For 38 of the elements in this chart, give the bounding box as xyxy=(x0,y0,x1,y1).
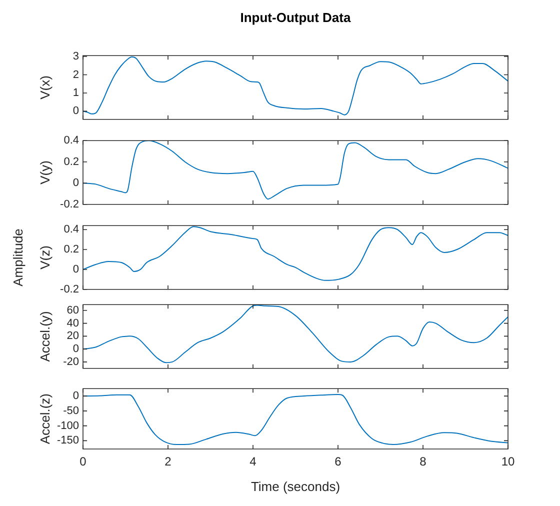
y-tick-label: 2 xyxy=(72,68,79,81)
x-tick-label: 8 xyxy=(420,454,427,469)
y-tick-label: 0.4 xyxy=(64,134,79,147)
x-tick-label: 4 xyxy=(250,454,257,469)
y-axis-title: V(z) xyxy=(37,246,52,270)
x-tick-label: 6 xyxy=(334,454,342,469)
y-tick-label: -0.2 xyxy=(60,198,79,210)
y-tick-label: -0.2 xyxy=(60,283,79,296)
y-tick-label: 1 xyxy=(72,87,79,99)
y-tick-label: -150 xyxy=(56,434,79,447)
y-tick-label: 0.2 xyxy=(64,244,79,256)
y-tick-label: 0 xyxy=(72,390,79,402)
y-axis-title: Accel.(y) xyxy=(37,311,52,362)
line-series xyxy=(83,140,508,200)
y-tick-label: 0 xyxy=(72,343,79,356)
line-series xyxy=(83,304,508,364)
y-tick-label: -50 xyxy=(63,404,79,417)
line-series xyxy=(83,226,508,281)
y-tick-label: 0.4 xyxy=(64,224,79,236)
y-tick-label: -20 xyxy=(63,356,79,368)
x-tick-label: 10 xyxy=(501,454,515,469)
y-tick-label: 0 xyxy=(72,177,79,190)
y-axis-title: V(y) xyxy=(37,160,52,184)
y-tick-label: 60 xyxy=(66,304,79,316)
y-tick-label: 0.2 xyxy=(64,156,79,168)
line-series xyxy=(83,56,508,116)
y-tick-label: 40 xyxy=(66,317,79,330)
y-tick-label: 3 xyxy=(72,50,79,63)
y-axis-title: V(x) xyxy=(37,76,52,100)
y-tick-label: 0 xyxy=(72,263,79,276)
x-tick-label: 2 xyxy=(164,454,172,469)
x-axis-title: Time (seconds) xyxy=(250,478,340,494)
chart-title: Input-Output Data xyxy=(239,10,352,25)
y-tick-label: -100 xyxy=(56,420,79,432)
y-tick-label: 20 xyxy=(66,330,79,342)
text: Amplitude xyxy=(10,228,26,286)
y-tick-label: 0 xyxy=(72,105,79,118)
y-axis-title: Accel.(z) xyxy=(37,394,52,444)
